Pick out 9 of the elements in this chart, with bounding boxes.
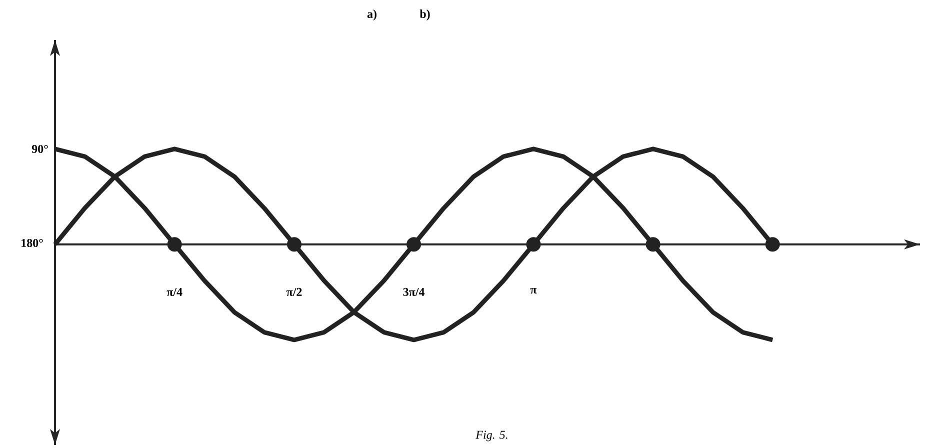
x-tick-label: 3π/4 xyxy=(403,288,425,296)
x-tick-label: π/4 xyxy=(166,288,182,296)
text: 90° xyxy=(32,144,48,154)
x-tick-label: π/2 xyxy=(286,288,302,296)
text: 180° xyxy=(22,238,43,248)
x-tick-label: π xyxy=(530,288,537,294)
caption: Fig. 5. xyxy=(476,430,508,442)
text: b) xyxy=(420,10,430,20)
text: a) xyxy=(367,10,376,20)
